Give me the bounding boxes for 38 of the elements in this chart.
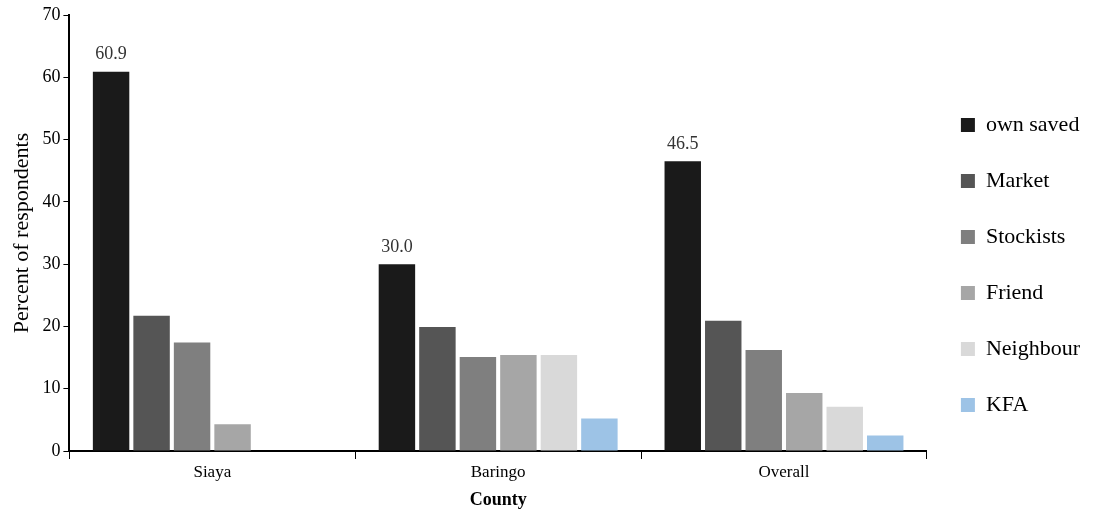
y-tick-label: 50 — [42, 128, 61, 149]
data-label: 46.5 — [667, 133, 699, 154]
bar — [540, 355, 578, 451]
bar — [867, 435, 904, 451]
data-label: 60.9 — [95, 43, 127, 64]
legend-label: KFA — [985, 390, 1029, 416]
legend-label: Stockists — [985, 222, 1066, 248]
bar — [745, 350, 782, 451]
y-tick-label: 40 — [42, 190, 61, 211]
bar — [705, 320, 742, 451]
x-tick-label: Overall — [758, 461, 810, 481]
legend-label: Market — [985, 166, 1050, 192]
bar — [92, 71, 130, 451]
bar — [581, 418, 618, 451]
bar — [378, 264, 416, 451]
legend-label: own saved — [985, 110, 1080, 136]
bar — [133, 315, 170, 451]
y-axis-title: Percent of respondents — [7, 132, 33, 334]
x-tick-label: Siaya — [193, 461, 232, 481]
x-tick-label: Baringo — [470, 461, 526, 481]
bar — [459, 356, 497, 451]
legend-label: Friend — [985, 278, 1044, 304]
y-tick-label: 20 — [42, 315, 61, 336]
bar — [214, 424, 251, 451]
y-tick-label: 30 — [42, 252, 61, 273]
x-axis-title: County — [469, 488, 527, 509]
data-label: 30.0 — [381, 235, 413, 256]
bar — [500, 355, 537, 451]
y-tick-label: 60 — [42, 66, 61, 87]
bar — [786, 393, 823, 451]
bar — [419, 327, 456, 451]
y-tick-label: 70 — [42, 3, 61, 24]
bar — [664, 161, 701, 451]
y-tick-label: 10 — [42, 377, 61, 398]
legend-label: Neighbour — [985, 334, 1081, 360]
bar — [826, 406, 863, 451]
y-tick-label: 0 — [51, 439, 61, 460]
bar — [173, 342, 211, 451]
